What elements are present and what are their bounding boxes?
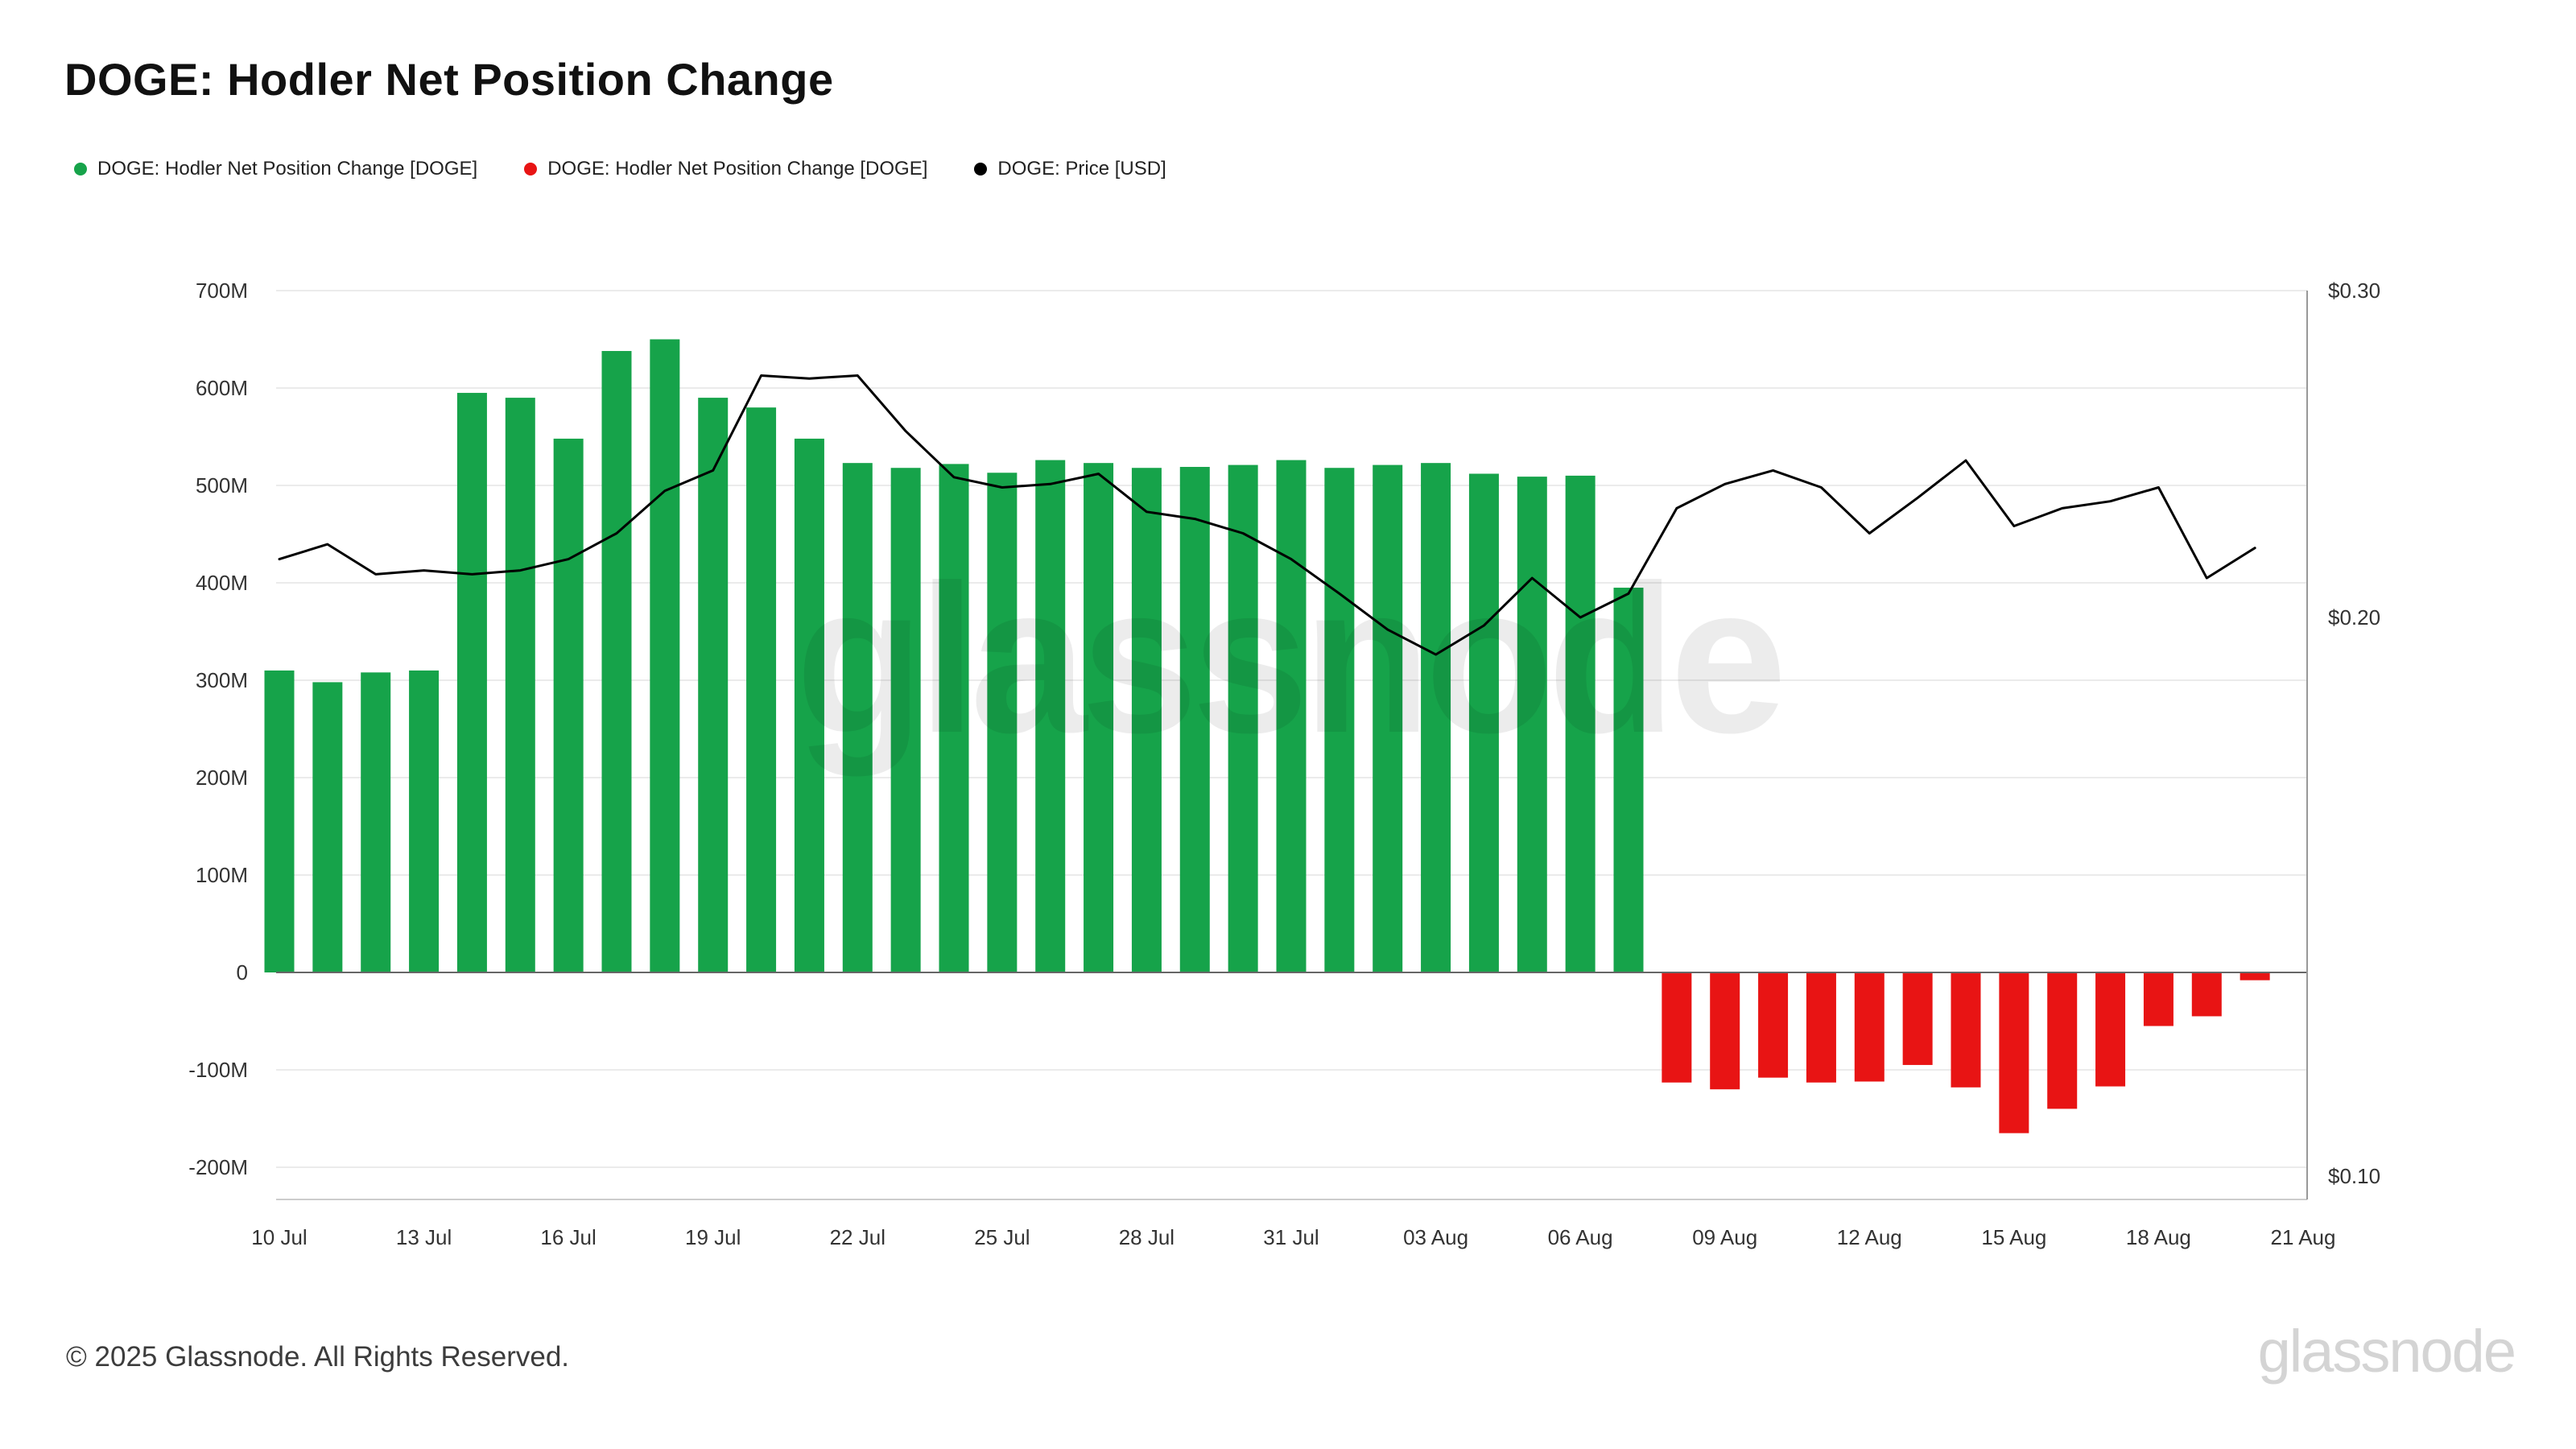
y-tick-label: 600M <box>196 376 248 400</box>
legend-item-hodler-positive[interactable]: DOGE: Hodler Net Position Change [DOGE] <box>74 158 477 180</box>
x-tick-label: 16 Jul <box>540 1225 596 1249</box>
bar-24-jul[interactable] <box>939 464 969 972</box>
y-axis-right-labels: $0.30 $0.20 $0.10 <box>2328 279 2380 1188</box>
bar-20-aug[interactable] <box>2240 972 2270 980</box>
red-dot-icon <box>524 163 538 175</box>
y-axis-left-labels: 700M 600M 500M 400M 300M 200M 100M 0 -100M -200M <box>188 279 248 1179</box>
x-tick-label: 10 Jul <box>251 1225 307 1249</box>
bar-31-jul[interactable] <box>1276 460 1307 972</box>
y-tick-label: 700M <box>196 279 248 303</box>
bar-27-jul[interactable] <box>1084 463 1114 972</box>
x-tick-label: 31 Jul <box>1263 1225 1319 1249</box>
bar-28-jul[interactable] <box>1131 468 1162 972</box>
bar-14-aug[interactable] <box>1951 972 1981 1088</box>
bar-12-aug[interactable] <box>1854 972 1885 1082</box>
bar-15-jul[interactable] <box>505 398 535 973</box>
x-tick-label: 12 Aug <box>1837 1225 1902 1249</box>
bar-05-aug[interactable] <box>1517 477 1547 972</box>
x-tick-label: 19 Jul <box>685 1225 741 1249</box>
legend-item-price[interactable]: DOGE: Price [USD] <box>974 158 1166 180</box>
bar-04-aug[interactable] <box>1468 473 1499 972</box>
y-tick-label: 200M <box>196 766 248 790</box>
x-tick-label: 03 Aug <box>1403 1225 1468 1249</box>
price-tick-label: $0.20 <box>2328 605 2380 630</box>
legend-label: DOGE: Hodler Net Position Change [DOGE] <box>547 158 928 180</box>
green-dot-icon <box>74 163 87 175</box>
bar-15-aug[interactable] <box>1999 972 2029 1133</box>
black-dot-icon <box>974 163 988 175</box>
bar-16-jul[interactable] <box>553 438 584 972</box>
x-tick-label: 18 Aug <box>2126 1225 2191 1249</box>
y-tick-label: 0 <box>237 960 248 985</box>
glassnode-logo: glassnode <box>2257 1318 2516 1385</box>
x-tick-label: 06 Aug <box>1548 1225 1613 1249</box>
y-tick-label: 400M <box>196 571 248 595</box>
bar-22-jul[interactable] <box>842 463 873 972</box>
bar-14-jul[interactable] <box>456 393 487 972</box>
bar-02-aug[interactable] <box>1373 464 1403 972</box>
copyright-text: © 2025 Glassnode. All Rights Reserved. <box>66 1341 570 1373</box>
bar-13-aug[interactable] <box>1902 972 1933 1065</box>
y-tick-label: 300M <box>196 668 248 692</box>
y-tick-label: -100M <box>188 1058 248 1082</box>
x-tick-label: 25 Jul <box>974 1225 1030 1249</box>
bar-11-jul[interactable] <box>312 682 343 972</box>
bar-17-aug[interactable] <box>2095 972 2126 1087</box>
bars[interactable] <box>264 339 2270 1133</box>
bar-30-jul[interactable] <box>1228 464 1258 972</box>
bar-25-jul[interactable] <box>987 473 1018 972</box>
bar-03-aug[interactable] <box>1421 463 1451 972</box>
x-tick-label: 22 Jul <box>830 1225 886 1249</box>
bar-18-aug[interactable] <box>2143 972 2174 1026</box>
bar-20-jul[interactable] <box>746 407 777 972</box>
x-tick-label: 21 Aug <box>2271 1225 2336 1249</box>
y-tick-label: 100M <box>196 863 248 887</box>
legend: DOGE: Hodler Net Position Change [DOGE] … <box>74 158 1166 180</box>
legend-label: DOGE: Price [USD] <box>997 158 1166 180</box>
bar-09-aug[interactable] <box>1710 972 1740 1090</box>
bar-16-aug[interactable] <box>2047 972 2078 1109</box>
price-line <box>278 374 2256 656</box>
x-tick-label: 13 Jul <box>396 1225 452 1249</box>
y-tick-label: 500M <box>196 473 248 497</box>
bar-29-jul[interactable] <box>1179 467 1210 972</box>
bar-13-jul[interactable] <box>409 670 440 972</box>
bar-06-aug[interactable] <box>1565 475 1596 972</box>
y-tick-label: -200M <box>188 1155 248 1179</box>
price-tick-label: $0.30 <box>2328 279 2380 303</box>
x-axis-labels: 10 Jul 13 Jul 16 Jul 19 Jul 22 Jul 25 Jul 28 J… <box>251 1225 2335 1249</box>
bar-23-jul[interactable] <box>890 468 921 972</box>
bar-10-jul[interactable] <box>264 670 295 972</box>
x-tick-label: 09 Aug <box>1692 1225 1757 1249</box>
price-tick-label: $0.10 <box>2328 1164 2380 1188</box>
page-title: DOGE: Hodler Net Position Change <box>64 54 834 105</box>
bar-11-aug[interactable] <box>1806 972 1836 1083</box>
bar-10-aug[interactable] <box>1758 972 1789 1078</box>
legend-label: DOGE: Hodler Net Position Change [DOGE] <box>97 158 478 180</box>
bar-26-jul[interactable] <box>1035 460 1066 972</box>
bar-19-jul[interactable] <box>698 398 729 973</box>
legend-item-hodler-negative[interactable]: DOGE: Hodler Net Position Change [DOGE] <box>524 158 927 180</box>
bar-19-aug[interactable] <box>2191 972 2222 1017</box>
x-tick-label: 15 Aug <box>1981 1225 2046 1249</box>
bar-12-jul[interactable] <box>361 672 391 972</box>
bar-07-aug[interactable] <box>1613 588 1644 972</box>
x-tick-label: 28 Jul <box>1119 1225 1174 1249</box>
bar-18-jul[interactable] <box>650 339 680 973</box>
bar-08-aug[interactable] <box>1662 972 1692 1083</box>
bar-17-jul[interactable] <box>601 351 632 972</box>
bar-21-jul[interactable] <box>794 438 824 972</box>
bar-01-aug[interactable] <box>1324 468 1355 972</box>
